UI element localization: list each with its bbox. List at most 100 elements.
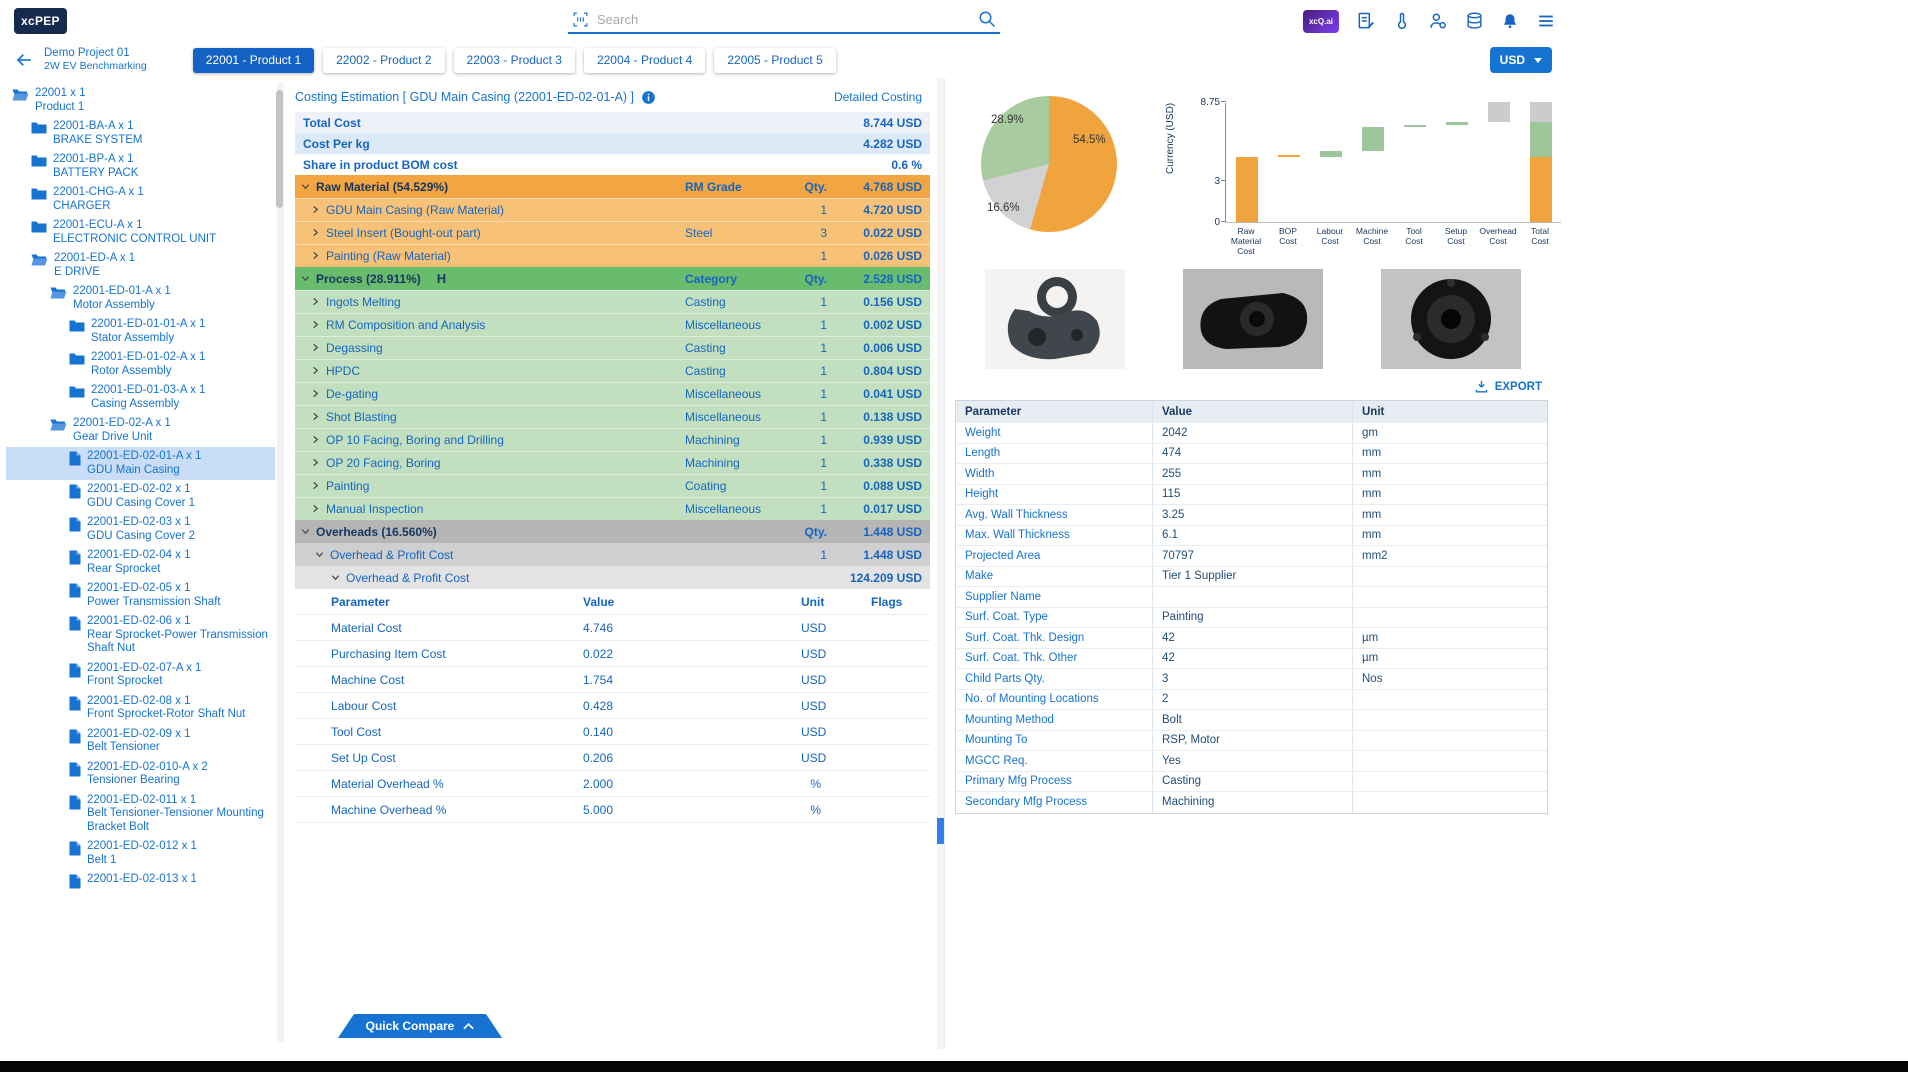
parameter-row[interactable]: Surf. Coat. Thk. Design 42 µm [956,628,1547,649]
info-icon[interactable] [641,90,656,105]
chevron-right-icon[interactable] [311,479,320,493]
parameter-row[interactable]: Make Tier 1 Supplier [956,566,1547,587]
chevron-down-icon[interactable] [301,180,310,194]
menu-icon[interactable] [1536,12,1556,30]
chevron-right-icon[interactable] [311,226,320,240]
parameter-row[interactable]: Surf. Coat. Thk. Other 42 µm [956,648,1547,669]
quick-compare-button[interactable]: Quick Compare [338,1014,502,1038]
report-icon[interactable] [1356,11,1376,31]
chevron-right-icon[interactable] [311,410,320,424]
cost-row[interactable]: Degassing Casting 1 0.006 USD [295,336,930,359]
costing-scrollbar-thumb[interactable] [937,818,944,844]
tree-item[interactable]: 22001-ECU-A x 1 ELECTRONIC CONTROL UNIT [6,216,275,249]
detailed-costing-link[interactable]: Detailed Costing [833,90,922,104]
parameter-row[interactable]: Mounting To RSP, Motor [956,730,1547,751]
product-tab-2[interactable]: 22002 - Product 2 [323,47,445,73]
sidebar-scrollbar-thumb[interactable] [276,90,283,208]
chevron-right-icon[interactable] [311,387,320,401]
cost-row[interactable]: Manual Inspection Miscellaneous 1 0.017 USD [295,497,930,520]
cost-row[interactable]: Painting Coating 1 0.088 USD [295,474,930,497]
tree-item[interactable]: 22001 x 1 Product 1 [6,84,275,117]
cost-row[interactable]: OP 10 Facing, Boring and Drilling Machini… [295,428,930,451]
tree-item[interactable]: 22001-ED-01-A x 1 Motor Assembly [6,282,275,315]
chevron-right-icon[interactable] [311,295,320,309]
section-header-oh[interactable]: Overheads (16.560%) Qty. 1.448 USD [295,520,930,543]
tree-item[interactable]: 22001-ED-02-06 x 1 Rear Sprocket-Power Tr… [6,612,275,659]
tree-item[interactable]: 22001-ED-02-05 x 1 Power Transmission Sha… [6,579,275,612]
chevron-right-icon[interactable] [311,456,320,470]
tree-item[interactable]: 22001-ED-02-04 x 1 Rear Sprocket [6,546,275,579]
search-input[interactable] [597,11,970,27]
tree-item[interactable]: 22001-ED-01-02-A x 1 Rotor Assembly [6,348,275,381]
overhead-sub-row[interactable]: Overhead & Profit Cost 1 1.448 USD [295,543,930,566]
parameter-row[interactable]: No. of Mounting Locations 2 [956,689,1547,710]
tree-item[interactable]: 22001-ED-02-011 x 1 Belt Tensioner-Tensio… [6,791,275,838]
database-icon[interactable] [1465,11,1484,31]
overhead-param-row[interactable]: Set Up Cost 0.206 USD [295,745,930,771]
currency-selector[interactable]: USD [1489,47,1552,73]
overhead-param-row[interactable]: Material Overhead % 2.000% [295,771,930,797]
product-tab-5[interactable]: 22005 - Product 5 [714,47,836,73]
chevron-down-icon[interactable] [315,548,324,562]
cost-row[interactable]: De-gating Miscellaneous 1 0.041 USD [295,382,930,405]
back-arrow-icon[interactable] [14,51,34,69]
chevron-right-icon[interactable] [311,318,320,332]
tree-item[interactable]: 22001-ED-01-01-A x 1 Stator Assembly [6,315,275,348]
product-tab-1[interactable]: 22001 - Product 1 [192,47,315,73]
parameter-row[interactable]: Avg. Wall Thickness 3.25 mm [956,505,1547,526]
overhead-param-row[interactable]: Tool Cost 0.140 USD [295,719,930,745]
tree-item[interactable]: 22001-ED-02-012 x 1 Belt 1 [6,837,275,870]
overhead-sub-sub-row[interactable]: Overhead & Profit Cost 124.209 USD [295,566,930,589]
tree-item[interactable]: 22001-ED-02-09 x 1 Belt Tensioner [6,725,275,758]
tree-item[interactable]: 22001-BA-A x 1 BRAKE SYSTEM [6,117,275,150]
tree-item[interactable]: 22001-ED-01-03-A x 1 Casing Assembly [6,381,275,414]
costing-scrollbar[interactable] [937,78,944,1049]
parameter-row[interactable]: Width 255 mm [956,464,1547,485]
parameter-row[interactable]: Projected Area 70797 mm2 [956,546,1547,567]
overhead-param-row[interactable]: Machine Cost 1.754 USD [295,667,930,693]
tree-item[interactable]: 22001-ED-02-010-A x 2 Tensioner Bearing [6,758,275,791]
chevron-right-icon[interactable] [311,249,320,263]
chevron-down-icon[interactable] [301,272,310,286]
xcq-ai-badge[interactable]: xcQ.ai [1302,9,1339,33]
sidebar-scrollbar[interactable] [276,82,284,1042]
user-settings-icon[interactable] [1428,11,1448,31]
parameter-row[interactable]: Weight 2042 gm [956,423,1547,444]
search-icon[interactable] [978,10,996,28]
cost-row[interactable]: HPDC Casting 1 0.804 USD [295,359,930,382]
app-logo[interactable]: xcPEP [14,8,67,34]
search-bar[interactable] [568,8,1000,34]
product-tab-3[interactable]: 22003 - Product 3 [453,47,575,73]
parameter-row[interactable]: Secondary Mfg Process Machining [956,792,1547,813]
tree-item[interactable]: 22001-ED-02-03 x 1 GDU Casing Cover 2 [6,513,275,546]
tree-item[interactable]: 22001-BP-A x 1 BATTERY PACK [6,150,275,183]
chevron-down-icon[interactable] [301,525,310,539]
cost-row[interactable]: OP 20 Facing, Boring Machining 1 0.338 USD [295,451,930,474]
overhead-param-row[interactable]: Material Cost 4.746 USD [295,615,930,641]
parameter-row[interactable]: Child Parts Qty. 3 Nos [956,669,1547,690]
parameter-row[interactable]: Max. Wall Thickness 6.1 mm [956,525,1547,546]
parameter-row[interactable]: Height 115 mm [956,484,1547,505]
tree-item[interactable]: 22001-ED-02-A x 1 Gear Drive Unit [6,414,275,447]
parameter-row[interactable]: MGCC Req. Yes [956,751,1547,772]
chevron-down-icon[interactable] [331,571,340,585]
parameter-row[interactable]: Mounting Method Bolt [956,710,1547,731]
thermometer-icon[interactable] [1393,11,1411,31]
parameter-row[interactable]: Surf. Coat. Type Painting [956,607,1547,628]
tree-item[interactable]: 22001-ED-02-07-A x 1 Front Sprocket [6,659,275,692]
notifications-icon[interactable] [1501,11,1519,31]
parameter-row[interactable]: Primary Mfg Process Casting [956,771,1547,792]
product-tab-4[interactable]: 22004 - Product 4 [583,47,706,73]
tree-item[interactable]: 22001-ED-02-08 x 1 Front Sprocket-Rotor S… [6,692,275,725]
cost-row[interactable]: Steel Insert (Bought-out part) Steel 3 0.02… [295,221,930,244]
chevron-right-icon[interactable] [311,433,320,447]
cost-row[interactable]: Ingots Melting Casting 1 0.156 USD [295,290,930,313]
parameter-row[interactable]: Supplier Name [956,587,1547,608]
chevron-right-icon[interactable] [311,341,320,355]
parameter-row[interactable]: Length 474 mm [956,443,1547,464]
export-button[interactable]: EXPORT [955,379,1548,394]
tree-item[interactable]: 22001-ED-02-01-A x 1 GDU Main Casing [6,447,275,480]
cost-row[interactable]: Painting (Raw Material) 1 0.026 USD [295,244,930,267]
overhead-param-row[interactable]: Labour Cost 0.428 USD [295,693,930,719]
